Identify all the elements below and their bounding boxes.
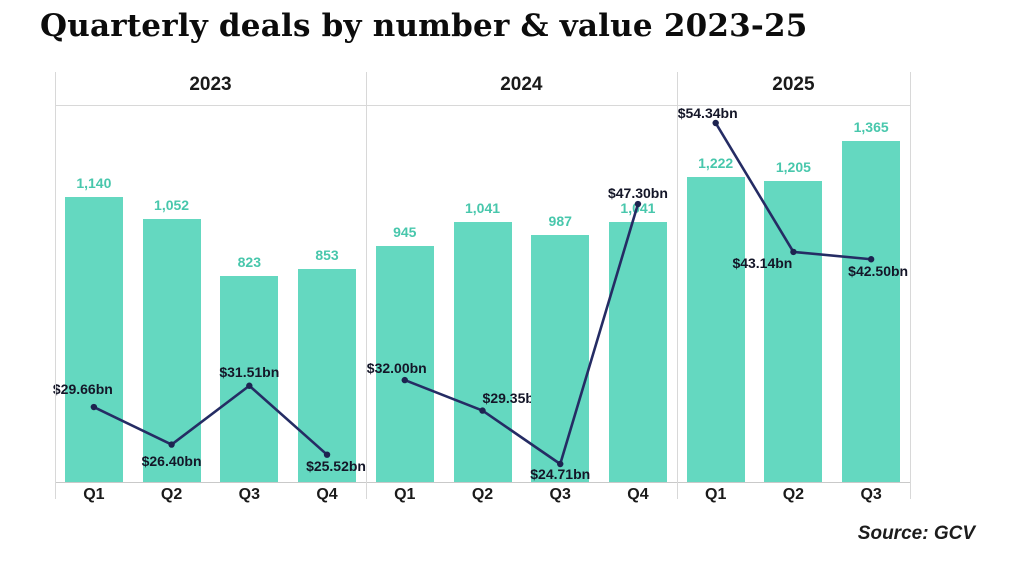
quarter-label-2023-Q1: Q1	[83, 486, 105, 503]
year-header-2024: 2024	[500, 74, 543, 95]
deal-count-bar	[453, 221, 512, 482]
page-title: Quarterly deals by number & value 2023-2…	[40, 8, 808, 44]
bar-count-label: 1,041	[464, 199, 501, 216]
deal-count-bar	[142, 219, 201, 482]
quarter-label-2023-Q4: Q4	[316, 486, 338, 503]
deal-count-bar	[298, 268, 357, 482]
deal-count-bar	[842, 140, 901, 482]
bar-count-label: 1,222	[698, 154, 734, 171]
deal-count-bar	[686, 176, 745, 482]
quarter-label-2025-Q2: Q2	[782, 486, 805, 503]
year-header-2025: 2025	[772, 74, 815, 95]
frame-right-line	[910, 72, 911, 499]
x-axis-baseline	[55, 482, 910, 483]
bar-count-label: 1,041	[620, 199, 656, 216]
bar-count-label: 945	[393, 223, 417, 240]
bar-count-label: 1,365	[853, 118, 889, 135]
frame-left-line	[55, 72, 56, 499]
value-point-label: $47.30bn	[607, 185, 668, 202]
quarter-label-2024-Q1: Q1	[394, 486, 416, 503]
bar-count-label: 1,205	[775, 158, 811, 175]
panel-divider	[365, 72, 367, 499]
value-point-label: $26.40bn	[141, 452, 202, 469]
deal-count-bar	[64, 197, 123, 482]
value-point-label: $29.66bn	[52, 381, 113, 398]
value-point-label: $54.34bn	[677, 105, 738, 121]
bar-count-label: 823	[237, 254, 261, 271]
value-point-label: $31.51bn	[219, 363, 280, 380]
deal-value-line-2024	[404, 203, 640, 466]
bar-count-label: 853	[315, 246, 339, 263]
quarter-label-2023-Q2: Q2	[160, 486, 183, 503]
quarter-label-2024-Q3: Q3	[549, 486, 571, 503]
quarter-label-2023-Q3: Q3	[238, 486, 260, 503]
deal-count-bar	[531, 235, 590, 482]
value-point-label: $25.52bn	[306, 457, 366, 474]
quarter-label-2024-Q4: Q4	[627, 486, 649, 503]
quarter-label-2024-Q2: Q2	[471, 486, 494, 503]
deal-count-bar	[608, 221, 667, 482]
header-underline	[55, 105, 910, 106]
year-header-2023: 2023	[189, 74, 232, 95]
panel-divider	[676, 72, 678, 499]
bar-count-label: 1,052	[154, 197, 190, 213]
bar-count-label: 1,140	[76, 175, 112, 191]
source-credit: Source: GCV	[857, 523, 975, 544]
value-point-label: $32.00bn	[366, 360, 427, 377]
deal-count-bar	[764, 180, 823, 482]
quarter-label-2025-Q3: Q3	[860, 486, 882, 503]
deal-value-line-2023	[93, 384, 328, 456]
bar-count-label: 987	[548, 213, 572, 230]
quarter-label-2025-Q1: Q1	[705, 486, 727, 503]
value-point-label: $43.14bn	[732, 254, 793, 271]
value-point-label: $24.71bn	[530, 466, 591, 482]
value-point-label: $42.50bn	[848, 263, 909, 280]
